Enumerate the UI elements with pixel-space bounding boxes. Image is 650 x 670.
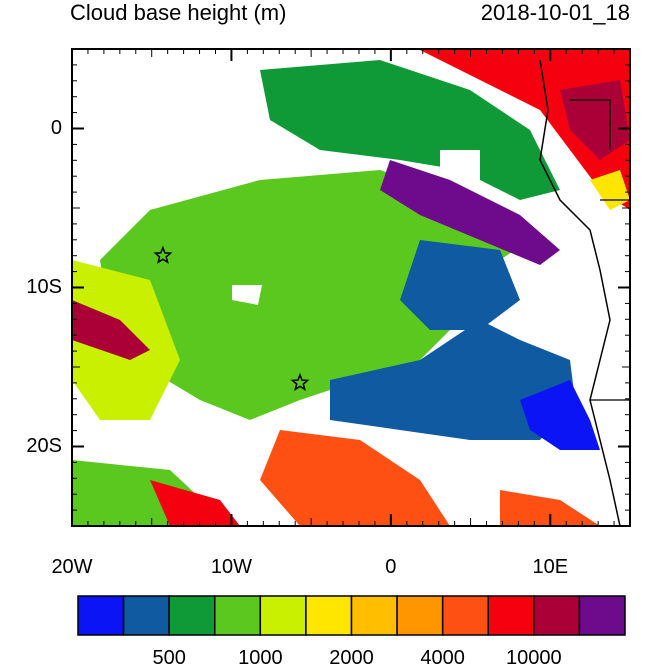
colorbar-label: 1000 — [238, 647, 283, 669]
colorbar-swatch — [214, 595, 262, 636]
cloud-region-darkblue-2 — [400, 240, 520, 330]
colorbar-label: 2000 — [329, 647, 374, 669]
cloud-region-green — [100, 170, 530, 420]
colorbar-swatch — [168, 595, 216, 636]
colorbar-swatch — [305, 595, 353, 636]
colorbar-swatch — [77, 595, 125, 636]
cloud-region-orange-se — [500, 490, 600, 526]
cloud-region-darkgreen — [260, 60, 560, 200]
lon-tick-label: 20W — [51, 556, 93, 578]
cloud-region-orange-s — [260, 430, 450, 526]
cloud-region-red-sw — [150, 480, 240, 526]
cloud-region-purple — [380, 160, 560, 265]
colorbar-swatch — [441, 595, 489, 636]
lon-tick-label: 0 — [385, 556, 397, 578]
colorbar-label: 10000 — [506, 647, 562, 669]
colorbar-swatch — [122, 595, 170, 636]
clear-region — [100, 100, 180, 160]
star-marker-icon — [290, 372, 310, 392]
coastline — [539, 59, 621, 526]
lon-tick-label: 10W — [210, 556, 252, 578]
colorbar-swatch — [396, 595, 444, 636]
border-line — [570, 99, 630, 401]
colorbar-swatch — [350, 595, 398, 636]
clear-region — [520, 270, 590, 330]
cloud-region-blue — [520, 380, 600, 450]
cloud-region-darkblue — [330, 320, 575, 440]
colorbar-label: 4000 — [420, 647, 465, 669]
map-title: Cloud base height (m) — [70, 0, 287, 25]
clear-region — [410, 450, 520, 495]
colorbar-swatch — [259, 595, 307, 636]
clear-region — [440, 150, 480, 180]
map-field — [72, 49, 630, 526]
colorbar-swatch — [533, 595, 581, 636]
colorbar-swatch — [487, 595, 535, 636]
colorbar-label: 500 — [152, 647, 186, 669]
lat-tick-label: 0 — [50, 116, 62, 139]
colorbar-swatch — [578, 595, 626, 636]
cloud-region-darkred-sw — [72, 300, 150, 360]
clear-region — [232, 285, 262, 305]
lat-tick-label: 10S — [26, 275, 62, 298]
map-timestamp: 2018-10-01_18 — [480, 0, 630, 25]
lon-tick-label: 10E — [532, 556, 569, 578]
star-marker-icon — [153, 245, 173, 264]
lat-tick-label: 20S — [26, 434, 62, 457]
